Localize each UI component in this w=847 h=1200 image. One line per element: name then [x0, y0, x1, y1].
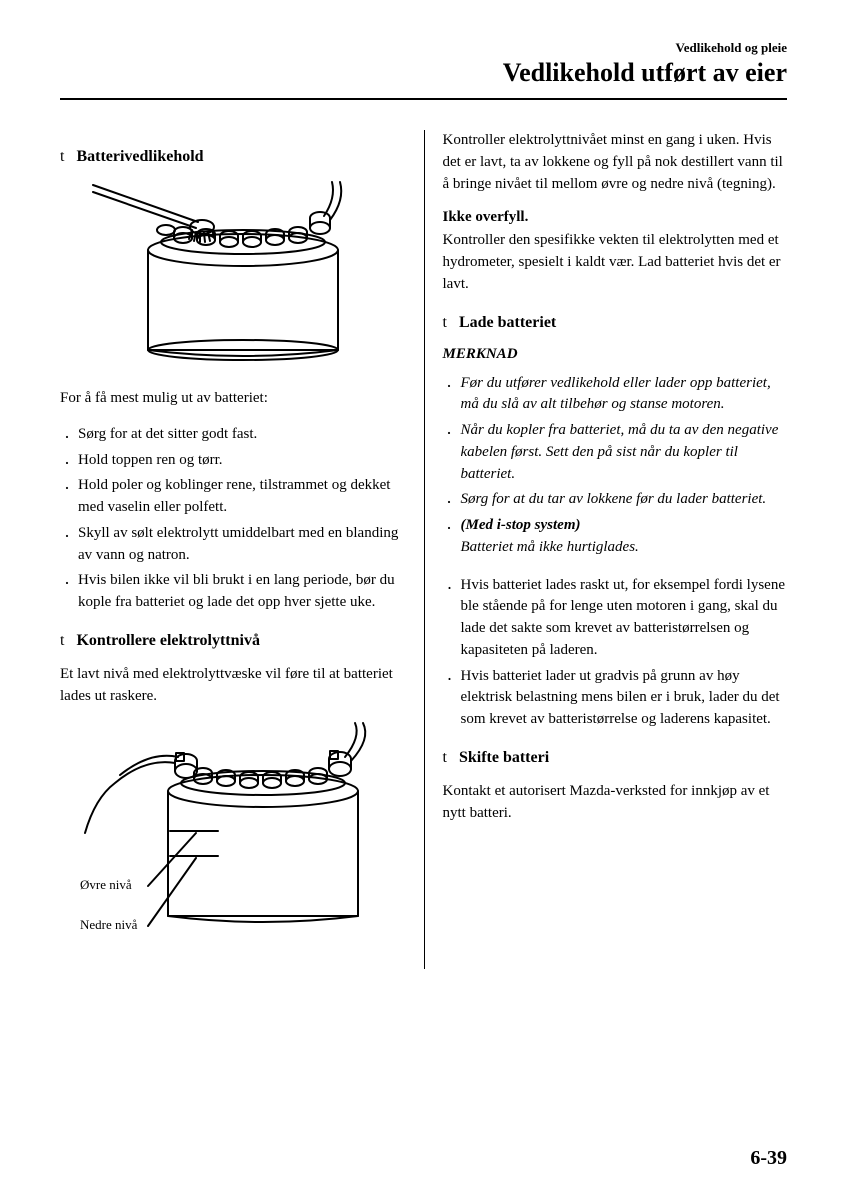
heading-text: Lade batteriet	[459, 314, 556, 332]
list-item: Når du kopler fra batteriet, må du ta av…	[443, 420, 788, 485]
dont-overfill: Ikke overfyll.	[443, 209, 788, 226]
list-item: Sørg for at det sitter godt fast.	[60, 424, 406, 446]
column-right: Kontroller elektrolyttnivået minst en ga…	[424, 130, 788, 969]
i-stop-text: Batteriet må ikke hurtiglades.	[461, 539, 639, 555]
battery-brush-figure	[88, 180, 378, 370]
list-item: Sørg for at du tar av lokkene før du lad…	[443, 489, 788, 511]
list-item: Hvis bilen ikke vil bli brukt i en lang …	[60, 570, 406, 614]
replace-para: Kontakt et autorisert Mazda-verksted for…	[443, 781, 788, 825]
chapter-name: Vedlikehold og pleie	[60, 40, 787, 56]
page-title: Vedlikehold utført av eier	[60, 58, 787, 88]
section-heading-electrolyte-level: t Kontrollere elektrolyttnivå	[60, 632, 406, 650]
heading-text: Skifte batteri	[459, 749, 549, 767]
heading-marker: t	[60, 148, 64, 166]
heading-text: Batterivedlikehold	[76, 148, 203, 166]
heading-marker: t	[443, 314, 447, 332]
column-left: t Batterivedlikehold	[60, 130, 424, 969]
electrolyte-para: Et lavt nivå med elektrolyttvæske vil fø…	[60, 664, 406, 708]
heading-marker: t	[60, 632, 64, 650]
note-heading: MERKNAD	[443, 346, 788, 363]
header-rule	[60, 98, 787, 100]
section-heading-charge-battery: t Lade batteriet	[443, 314, 788, 332]
list-item: Skyll av sølt elektrolytt umiddelbart me…	[60, 523, 406, 567]
check-level-para: Kontroller elektrolyttnivået minst en ga…	[443, 130, 788, 195]
list-item: Hold poler og koblinger rene, tilstramme…	[60, 475, 406, 519]
hydrometer-para: Kontroller den spesifikke vekten til ele…	[443, 230, 788, 295]
content-columns: t Batterivedlikehold	[60, 130, 787, 969]
note-bullet-list: Før du utfører vedlikehold eller lader o…	[443, 373, 788, 559]
battery-levels-figure: Øvre nivå Nedre nivå	[78, 721, 388, 951]
list-item: Hold toppen ren og tørr.	[60, 450, 406, 472]
intro-text: For å få mest mulig ut av batteriet:	[60, 388, 406, 410]
heading-marker: t	[443, 749, 447, 767]
list-item: (Med i-stop system) Batteriet må ikke hu…	[443, 515, 788, 559]
list-item: Før du utfører vedlikehold eller lader o…	[443, 373, 788, 417]
page-header: Vedlikehold og pleie Vedlikehold utført …	[60, 40, 787, 88]
i-stop-label: (Med i-stop system)	[461, 517, 581, 533]
maintenance-bullet-list: Sørg for at det sitter godt fast. Hold t…	[60, 424, 406, 614]
section-heading-replace-battery: t Skifte batteri	[443, 749, 788, 767]
list-item: Hvis batteriet lades raskt ut, for eksem…	[443, 575, 788, 662]
charging-bullet-list: Hvis batteriet lades raskt ut, for eksem…	[443, 575, 788, 731]
lower-level-label: Nedre nivå	[80, 917, 138, 932]
heading-text: Kontrollere elektrolyttnivå	[76, 632, 260, 650]
page-number: 6-39	[750, 1147, 787, 1170]
list-item: Hvis batteriet lader ut gradvis på grunn…	[443, 666, 788, 731]
section-heading-battery-maintenance: t Batterivedlikehold	[60, 148, 406, 166]
upper-level-label: Øvre nivå	[80, 877, 132, 892]
